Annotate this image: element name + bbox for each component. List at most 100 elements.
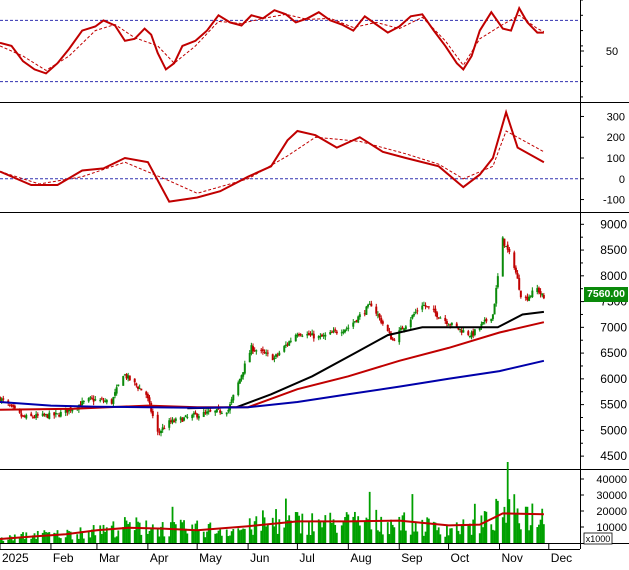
price-candle-body [271,354,274,361]
volume-bar [104,531,107,543]
price-candle-body [56,413,59,415]
price-candle-body [455,323,458,327]
price-candle-body [46,414,49,419]
price-candle-body [457,327,460,330]
volume-bar [296,512,299,543]
price-candle-body [265,352,268,354]
volume-bar [7,539,10,543]
volume-bar [171,506,174,543]
volume-bar [127,524,130,543]
volume-bar [284,498,287,543]
volume-bar [184,528,187,543]
price-candle-body [266,352,269,354]
volume-bar [524,506,527,543]
price-candle-body [102,400,105,402]
volume-bar [23,539,26,543]
price-candle-body [537,287,540,293]
price-candle-body [66,408,69,413]
volume-bar [265,526,268,543]
volume-bar [33,533,36,543]
volume-bar [495,498,498,543]
volume-bar [519,529,522,543]
price-candle-body [409,319,412,328]
volume-bar [358,525,361,543]
volume-bar [133,530,136,543]
price-candle-body [194,412,197,415]
volume-bar [424,531,427,543]
volume-bar [347,514,350,543]
volume-bar [460,525,463,543]
price-candle-body [18,408,21,413]
volume-bar [278,519,281,543]
oscillator-y-label: 300 [607,111,625,123]
oscillator-main-line [0,108,545,203]
volume-bar [238,530,241,543]
price-candle-body [105,400,108,403]
x-axis-label: May [199,551,222,565]
volume-bar [365,517,368,543]
price-candle-body [491,314,494,320]
price-candle-body [202,412,205,417]
volume-bar [252,534,254,543]
price-candle-body [275,354,278,357]
volume-bar [94,535,97,543]
price-candle-body [286,344,289,346]
volume-bar [321,527,323,543]
price-candle-body [367,304,370,307]
oscillator-signal-line [0,130,545,194]
price-candle-body [519,290,522,298]
price-candle-body [58,414,61,417]
volume-bar [100,533,103,543]
volume-bar [528,530,530,543]
price-candle-body [312,333,315,339]
volume-bar [390,519,392,543]
oscillator-y-label: 200 [607,132,625,144]
price-candle-body [174,418,177,421]
price-candle-body [43,413,46,416]
volume-bar [266,524,269,543]
price-candle-body [100,398,103,400]
volume-bar [243,528,246,543]
volume-bar [400,530,402,543]
price-candle-body [317,336,320,339]
price-candle-body [403,328,406,331]
volume-bar [386,522,389,543]
price-candle-body [276,354,279,356]
volume-bar [273,526,276,543]
price-candle-body [12,404,15,407]
volume-bar [480,515,483,543]
volume-bar [227,536,230,543]
volume-bar [355,521,358,543]
price-candle-body [94,399,97,401]
volume-bar [163,536,166,543]
volume-bar [330,522,333,543]
volume-bar [82,538,85,543]
price-y-label: 7000 [600,320,627,334]
price-candle-body [355,320,358,322]
volume-bar [470,534,473,543]
price-candle-body [127,375,130,379]
price-candle-body [483,319,486,322]
volume-bar [207,524,210,543]
price-candle-body [232,394,235,401]
price-candle-body [368,303,371,305]
volume-bar [206,531,208,543]
price-candle-body [518,278,521,290]
volume-bar [286,520,289,543]
volume-bar [114,537,116,543]
price-candle-body [344,329,347,333]
moving-average-long [0,359,545,409]
volume-bar [482,527,484,543]
volume-bar [56,530,59,543]
volume-bar [413,531,415,543]
volume-bar [237,528,240,543]
volume-bar [312,531,315,543]
volume-bar [92,525,95,543]
volume-bar [317,519,320,543]
price-candle-body [171,419,174,423]
price-candle-body [470,332,473,338]
volume-bar [283,527,286,543]
volume-bar [381,534,384,543]
volume-bar [117,530,120,543]
volume-bar [401,515,404,543]
